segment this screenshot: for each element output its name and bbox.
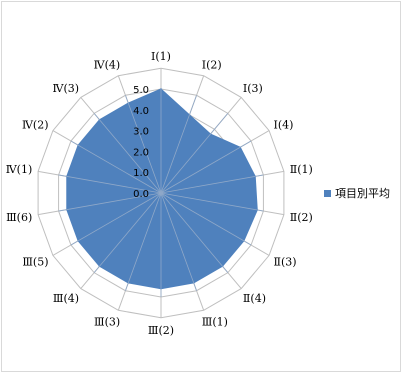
radar-category-label: Ⅱ(3) (273, 255, 296, 268)
radar-category-label: Ⅲ(3) (94, 316, 120, 329)
radar-tick-label: 0.0 (133, 189, 149, 200)
radar-series-area (66, 88, 258, 290)
radar-category-label: Ⅰ(1) (151, 50, 171, 63)
radar-inner-spoke (160, 113, 229, 194)
radar-tick-label: 1.0 (133, 168, 149, 179)
radar-inner-spoke (160, 192, 197, 291)
radar-inner-spoke (58, 192, 162, 212)
radar-category-label: Ⅳ(4) (94, 58, 121, 71)
radar-inner-spoke (125, 192, 162, 291)
radar-category-label: Ⅳ(2) (22, 119, 49, 132)
radar-tick-label: 4.0 (133, 106, 149, 117)
radar-inner-spoke (70, 192, 162, 246)
radar-inner-spoke (160, 192, 252, 246)
legend-swatch (324, 189, 331, 197)
radar-inner-spoke (160, 140, 252, 194)
radar-tick-label: 2.0 (133, 147, 149, 158)
radar-tick-label: 3.0 (133, 127, 149, 138)
radar-category-label: Ⅰ(4) (273, 119, 293, 132)
radar-category-label: Ⅲ(5) (22, 255, 48, 268)
radar-category-label: Ⅱ(4) (243, 292, 266, 305)
legend: 項目別平均 (324, 185, 390, 201)
radar-category-label: Ⅲ(6) (6, 211, 32, 224)
radar-category-label: Ⅳ(1) (6, 163, 33, 176)
radar-category-label: Ⅲ(2) (148, 324, 174, 337)
radar-category-label: Ⅳ(3) (52, 82, 79, 95)
radar-inner-spoke (160, 95, 197, 194)
radar-category-label: Ⅰ(3) (243, 82, 263, 95)
radar-inner-spoke (160, 192, 264, 212)
radar-inner-spoke (125, 95, 162, 194)
radar-inner-spoke (160, 174, 264, 194)
radar-inner-spoke (70, 140, 162, 194)
radar-category-label: Ⅰ(2) (202, 58, 222, 71)
radar-inner-spoke (58, 174, 162, 194)
radar-category-label: Ⅲ(1) (202, 316, 228, 329)
radar-tick-labels: 0.0 1.0 2.0 3.0 4.0 5.0 (133, 85, 149, 200)
radar-inner-spoke (93, 113, 162, 194)
radar-category-labels: Ⅰ(1) Ⅰ(2) Ⅰ(3) Ⅰ(4) Ⅱ(1) Ⅱ(2) Ⅱ(3) Ⅱ(4) Ⅲ(1) Ⅲ(2)… (6, 50, 313, 337)
radar-inner-spoke (160, 192, 229, 273)
radar-series (58, 88, 264, 297)
radar-inner-spoke (93, 192, 162, 273)
radar-category-label: Ⅱ(2) (290, 211, 313, 224)
radar-category-label: Ⅲ(4) (53, 292, 79, 305)
radar-category-label: Ⅱ(1) (290, 163, 313, 176)
legend-label: 項目別平均 (335, 187, 390, 200)
radar-tick-label: 5.0 (133, 85, 149, 96)
